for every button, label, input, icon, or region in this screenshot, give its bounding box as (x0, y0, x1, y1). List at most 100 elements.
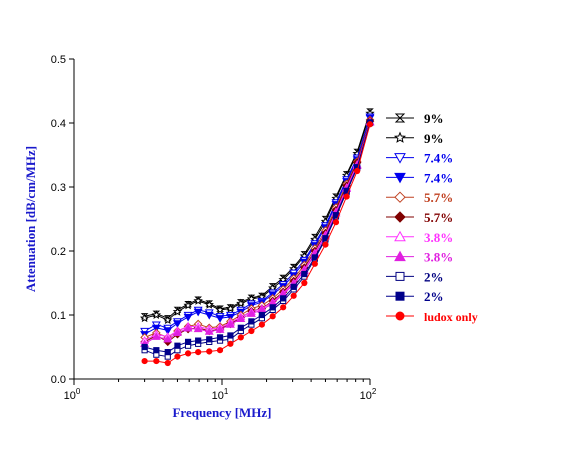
legend-item: 7.4% (386, 151, 453, 166)
data-point (269, 313, 276, 320)
legend-label: 9% (424, 131, 444, 146)
data-point (163, 334, 173, 343)
data-point (227, 340, 234, 347)
series-2 (139, 108, 375, 325)
star-icon (393, 131, 407, 143)
diamond-filled-icon (394, 211, 406, 223)
legend-item: 7.4% (386, 170, 453, 185)
y-tick-label: 0.3 (51, 182, 66, 194)
circle-filled-icon (395, 311, 405, 321)
data-point (343, 193, 350, 200)
x-tick-label: 102 (360, 387, 377, 402)
series-line (144, 122, 371, 345)
data-point (172, 320, 182, 328)
series-layer (139, 108, 375, 367)
data-point (193, 308, 203, 317)
square-filled-icon (395, 291, 405, 301)
series-line (144, 122, 371, 353)
hourglass-icon (394, 113, 406, 123)
data-point (153, 347, 160, 354)
legend-label: 7.4% (424, 151, 453, 166)
data-point (153, 357, 160, 365)
data-point (193, 295, 203, 305)
data-point (193, 324, 203, 333)
series-line (144, 122, 371, 358)
legend-item: 2% (386, 289, 444, 304)
x-tick-label: 101 (212, 387, 229, 402)
series-line (144, 111, 371, 319)
data-point (183, 300, 193, 310)
legend-label: 5.7% (424, 210, 453, 225)
data-point (172, 306, 183, 316)
data-point (237, 324, 244, 331)
data-point (269, 304, 276, 311)
triangle-down-open-icon (394, 153, 406, 164)
data-point (311, 254, 318, 261)
data-point (174, 342, 181, 349)
legend-item: 3.8% (386, 230, 453, 245)
data-point (280, 295, 287, 302)
y-tick-label: 0.4 (51, 118, 66, 130)
data-point (184, 338, 192, 345)
data-point (163, 327, 173, 335)
data-point (280, 304, 287, 311)
data-point (225, 303, 236, 313)
data-point (215, 315, 225, 323)
data-point (216, 347, 224, 354)
x-ticks: 100 101 102 (64, 379, 377, 402)
legend-item: 5.7% (386, 210, 453, 225)
legend-label: ludox only (424, 310, 478, 324)
data-point (206, 336, 213, 343)
legend-label: 3.8% (424, 230, 453, 245)
series-line (144, 113, 371, 321)
data-point (290, 283, 297, 290)
data-point (183, 323, 193, 332)
legend-item: 5.7% (386, 190, 453, 205)
data-point (172, 328, 182, 337)
legend-item: 2% (386, 269, 444, 284)
data-point (204, 327, 214, 335)
data-point (322, 241, 329, 248)
data-point (164, 359, 171, 367)
data-point (227, 332, 234, 339)
legend-item: 9% (386, 131, 444, 146)
triangle-down-filled-icon (394, 172, 406, 184)
series-line (144, 121, 371, 342)
y-ticks: 0.0 0.1 0.2 0.3 0.4 0.5 (51, 54, 74, 386)
data-point (184, 350, 192, 357)
legend-item: 3.8% (386, 250, 453, 265)
legend-item: 9% (386, 111, 444, 126)
series-line (144, 117, 371, 335)
data-point (237, 334, 244, 341)
data-point (151, 324, 161, 333)
data-point (258, 311, 265, 319)
legend-label: 5.7% (424, 190, 453, 205)
data-point (366, 121, 374, 128)
triangle-up-filled-icon (394, 250, 406, 262)
legend-label: 2% (424, 269, 444, 284)
data-point (258, 321, 265, 328)
data-point (183, 313, 193, 322)
triangle-up-open-icon (394, 230, 406, 242)
data-point (290, 292, 297, 299)
data-point (248, 318, 255, 325)
legend-label: 3.8% (424, 250, 453, 265)
data-point (151, 332, 161, 340)
series-line (144, 116, 371, 332)
data-point (174, 353, 181, 360)
data-point (206, 348, 213, 355)
legend-label: 7.4% (424, 170, 453, 185)
data-point (141, 357, 148, 365)
data-point (195, 349, 202, 356)
data-point (141, 343, 148, 351)
y-tick-label: 0.1 (51, 310, 66, 322)
data-point (195, 337, 202, 344)
data-point (204, 299, 214, 309)
legend-label: 2% (424, 289, 444, 304)
data-point (164, 349, 171, 356)
data-point (354, 167, 361, 175)
data-point (225, 320, 235, 328)
data-point (151, 310, 162, 319)
data-point (216, 334, 224, 341)
